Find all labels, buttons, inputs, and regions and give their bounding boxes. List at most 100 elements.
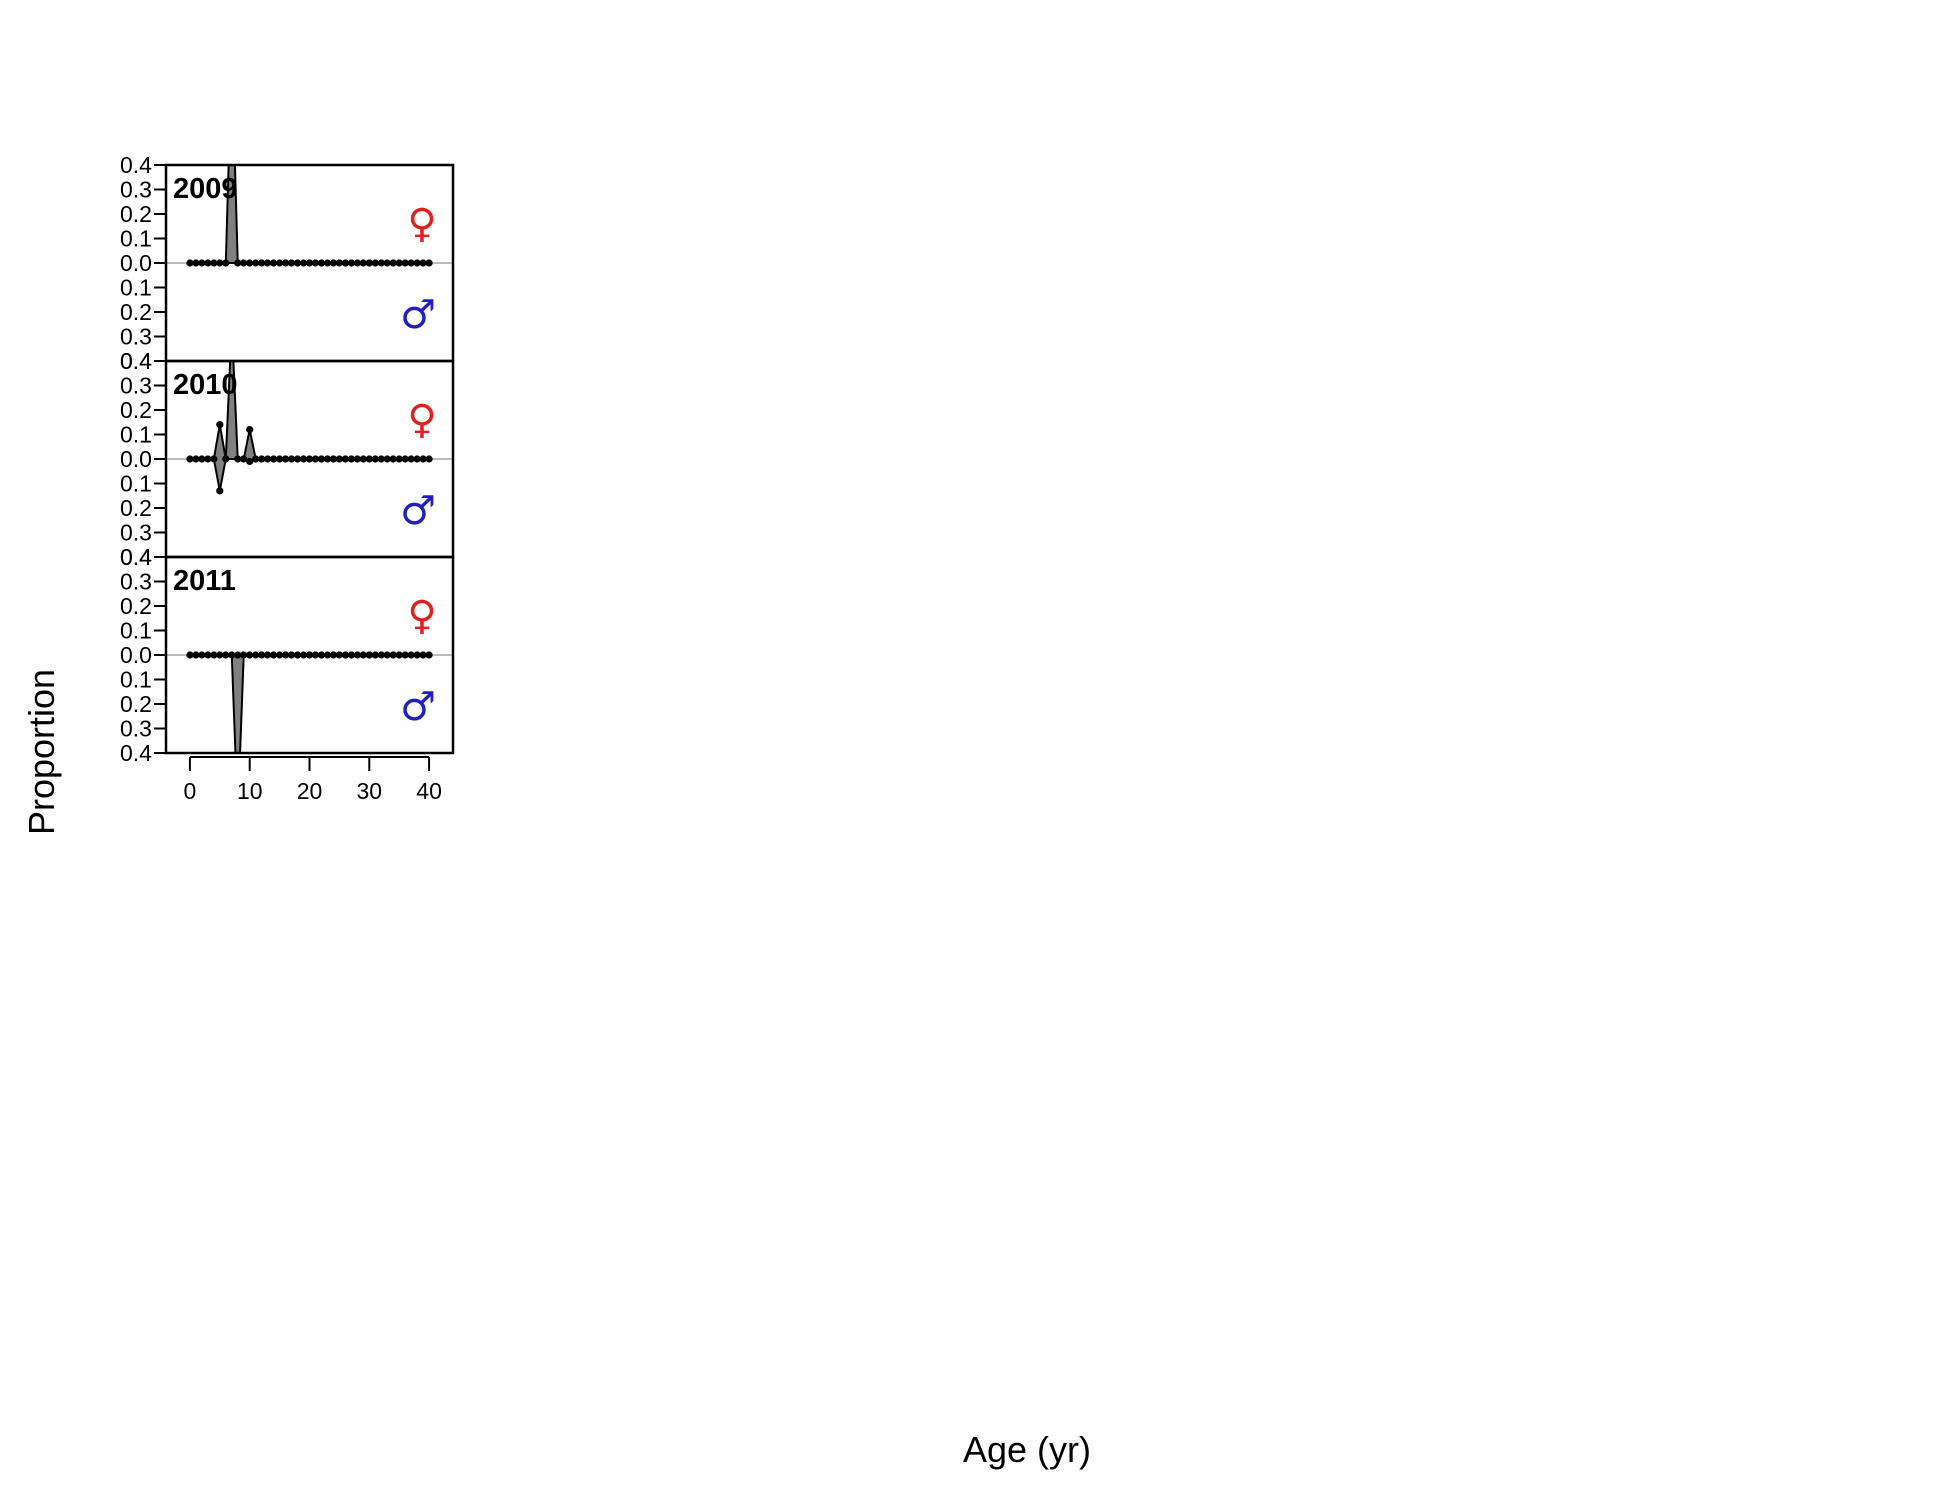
y-tick-label: 0.1 <box>120 667 152 693</box>
female-point-age-4 <box>210 651 218 659</box>
female-point-age-2 <box>198 259 206 267</box>
female-point-age-38 <box>413 259 421 267</box>
female-point-age-36 <box>401 651 409 659</box>
female-point-age-15 <box>276 259 284 267</box>
x-tick-label: 20 <box>297 778 323 804</box>
female-point-age-39 <box>419 455 427 463</box>
female-point-age-22 <box>317 455 326 463</box>
female-point-age-34 <box>389 259 397 267</box>
female-point-age-4 <box>210 455 218 463</box>
y-tick-label: 0.4 <box>120 348 152 374</box>
female-point-age-25 <box>335 651 343 659</box>
female-line <box>189 165 430 264</box>
x-tick-label: 40 <box>416 778 442 804</box>
female-point-age-33 <box>383 455 391 463</box>
male-point-age-5 <box>216 487 224 495</box>
male-point-age-10 <box>246 457 254 466</box>
female-point-age-26 <box>341 651 349 659</box>
y-tick-label: 0.2 <box>120 201 152 227</box>
y-tick-label: 0.4 <box>120 152 152 178</box>
female-point-age-0 <box>186 259 194 267</box>
female-point-age-34 <box>389 651 397 659</box>
female-point-age-19 <box>299 259 308 267</box>
female-point-age-4 <box>210 259 218 267</box>
female-point-age-2 <box>198 455 206 463</box>
y-tick-label: 0.2 <box>120 593 152 619</box>
female-point-age-3 <box>204 259 212 267</box>
female-point-age-40 <box>425 259 433 267</box>
female-point-age-5 <box>216 421 224 429</box>
female-point-age-12 <box>258 259 266 267</box>
female-point-age-30 <box>365 455 373 463</box>
female-point-age-1 <box>192 651 200 659</box>
female-point-age-25 <box>335 455 343 463</box>
y-tick-label: 0.3 <box>120 569 152 595</box>
female-point-age-16 <box>281 455 290 463</box>
female-point-age-35 <box>395 455 403 463</box>
female-point-age-35 <box>395 651 403 659</box>
female-point-age-29 <box>359 651 367 659</box>
female-point-age-8 <box>234 651 242 659</box>
female-point-age-5 <box>216 651 224 659</box>
female-point-age-31 <box>371 455 379 463</box>
female-point-age-8 <box>234 455 242 463</box>
male-symbol: ♂ <box>400 684 436 730</box>
female-point-age-36 <box>401 259 409 267</box>
y-tick-label: 0.1 <box>120 471 152 497</box>
female-point-age-20 <box>305 651 314 659</box>
female-point-age-21 <box>311 259 320 267</box>
panel-year-label: 2009 <box>173 173 238 205</box>
female-point-age-22 <box>317 259 326 267</box>
female-point-age-13 <box>264 259 272 267</box>
female-point-age-6 <box>222 651 230 659</box>
female-point-age-1 <box>192 259 200 267</box>
female-point-age-35 <box>395 259 403 267</box>
female-point-age-9 <box>240 455 248 463</box>
female-point-age-0 <box>186 455 194 463</box>
female-point-age-14 <box>270 259 278 267</box>
y-tick-label: 0.4 <box>120 348 152 374</box>
female-point-age-30 <box>365 259 373 267</box>
male-line <box>189 458 430 492</box>
female-point-age-0 <box>186 651 194 659</box>
female-point-age-14 <box>270 651 278 659</box>
male-symbol: ♂ <box>400 292 436 338</box>
male-point-age-8 <box>234 811 241 818</box>
female-point-age-21 <box>311 455 320 463</box>
data-layer-2010 <box>186 361 433 495</box>
female-point-age-16 <box>281 259 290 267</box>
y-tick-label: 0.0 <box>120 446 152 472</box>
female-point-age-10 <box>246 426 254 434</box>
female-point-age-10 <box>246 259 254 267</box>
female-point-age-37 <box>407 259 415 267</box>
female-point-age-11 <box>252 259 260 267</box>
y-tick-label: 0.3 <box>120 177 152 203</box>
y-tick-label: 0.2 <box>120 299 152 325</box>
female-point-age-37 <box>407 455 415 463</box>
female-point-age-39 <box>419 259 427 267</box>
female-point-age-23 <box>323 651 332 659</box>
female-point-age-18 <box>293 651 302 659</box>
female-symbol: ♀ <box>407 201 436 247</box>
female-point-age-5 <box>216 259 224 267</box>
female-point-age-27 <box>347 651 355 659</box>
x-tick-label: 10 <box>237 778 263 804</box>
data-layer-2009 <box>186 165 433 267</box>
female-point-age-9 <box>240 259 248 267</box>
male-symbol: ♂ <box>400 488 436 534</box>
female-symbol: ♀ <box>407 397 436 443</box>
female-point-age-37 <box>407 651 415 659</box>
female-point-age-11 <box>252 455 260 463</box>
y-tick-label: 0.3 <box>120 324 152 350</box>
female-point-age-38 <box>413 455 421 463</box>
female-point-age-27 <box>347 259 355 267</box>
female-point-age-27 <box>347 455 355 463</box>
data-layer-2011 <box>186 651 433 818</box>
female-point-age-22 <box>317 651 326 659</box>
female-point-age-20 <box>305 259 314 267</box>
female-point-age-13 <box>264 651 272 659</box>
female-point-age-21 <box>311 651 320 659</box>
female-point-age-31 <box>371 259 379 267</box>
female-point-age-13 <box>264 455 272 463</box>
